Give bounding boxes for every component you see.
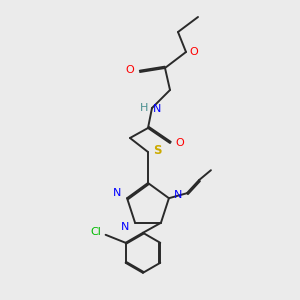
Text: O: O <box>176 138 184 148</box>
Text: N: N <box>153 104 161 114</box>
Text: O: O <box>190 47 198 57</box>
Text: N: N <box>121 222 129 232</box>
Text: H: H <box>140 103 148 113</box>
Text: N: N <box>113 188 121 198</box>
Text: S: S <box>153 145 161 158</box>
Text: Cl: Cl <box>90 227 101 237</box>
Text: N: N <box>174 190 182 200</box>
Text: O: O <box>126 65 134 75</box>
